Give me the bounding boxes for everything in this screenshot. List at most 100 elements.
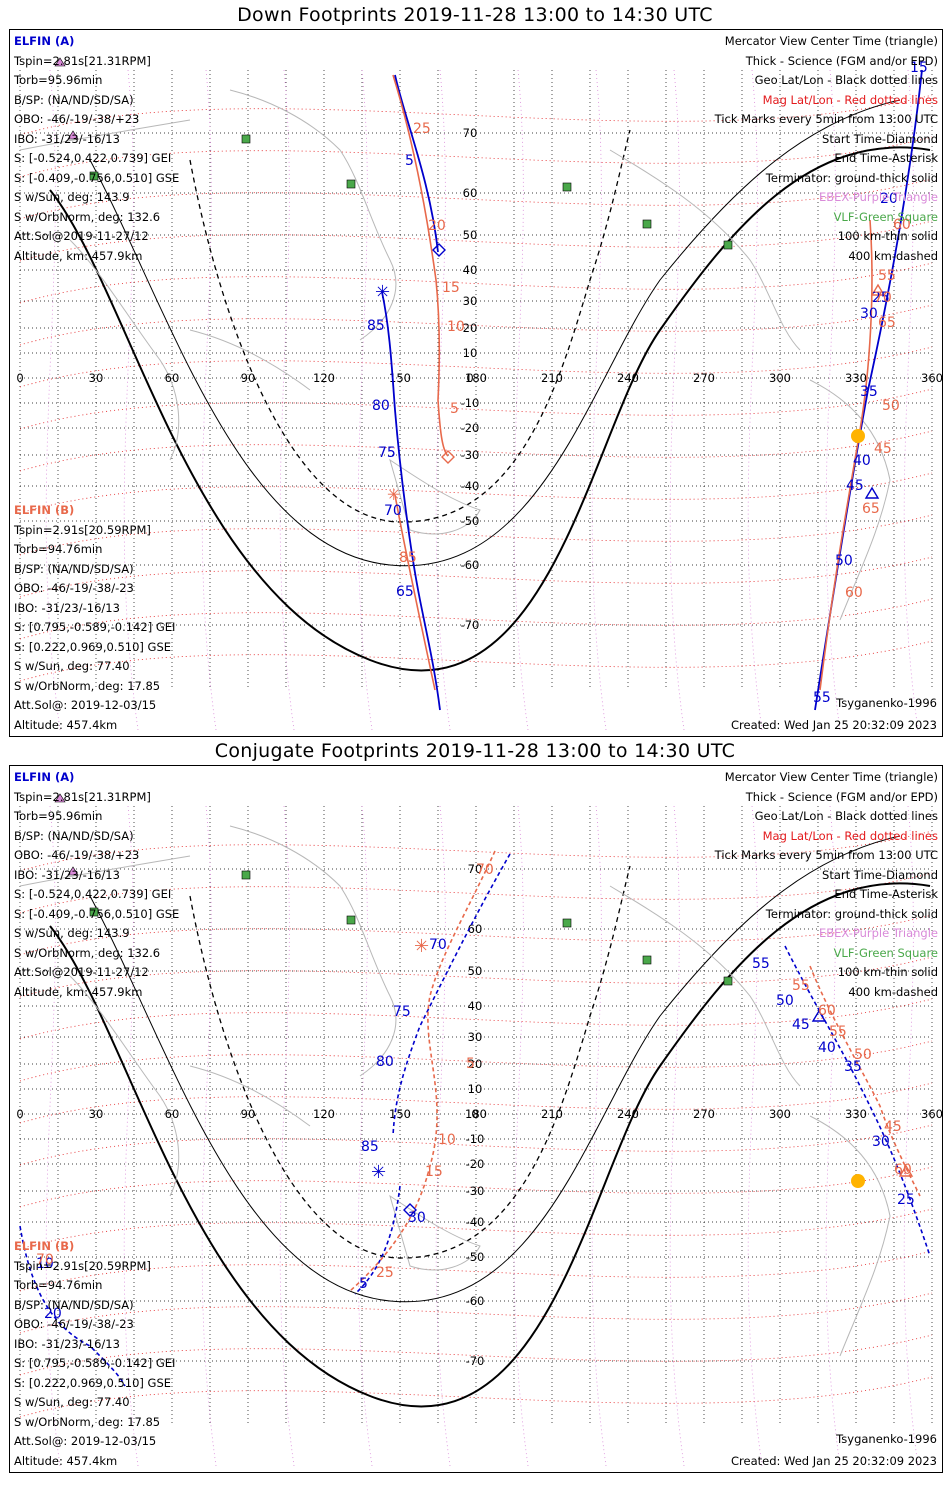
mag-latitude-line — [19, 1166, 933, 1208]
legend-100km: 100 km-thin solid — [837, 965, 938, 979]
created-label-conj: Created: Wed Jan 25 20:32:09 2023 — [730, 1454, 937, 1468]
mag-latitude-line — [19, 220, 933, 262]
panel-title-down: Down Footprints 2019-11-28 13:00 to 14:3… — [237, 4, 713, 26]
elfin-b-altitude: Altitude: 457.4km — [14, 1453, 118, 1468]
map-panel-conjugate: 0 30 60 90 120 150 180 210 240 270 300 330 360 70 60 50… — [9, 765, 943, 1473]
lat-tick-label: -40 — [466, 1215, 485, 1229]
legend-mag: Mag Lat/Lon - Red dotted lines — [762, 828, 938, 843]
elfin-b-gei: S: [0.795,-0.589,-0.142] GEI — [14, 1356, 176, 1370]
vlf-square-icon — [642, 219, 652, 229]
elfin-b-obo: OBO: -46/-19/-38/-23 — [14, 581, 134, 595]
elfin-b-sun: S w/Sun, deg: 77.40 — [14, 1395, 130, 1409]
elfin-b-track-down — [392, 74, 449, 691]
lat-tick-label: -10 — [466, 1132, 485, 1146]
elfin-b-gse: S: [0.222,0.969,0.510] GSE — [14, 1375, 172, 1390]
elfin-b-tick-label: 5 — [466, 1056, 475, 1072]
mag-longitude-line — [903, 69, 919, 731]
elfin-a-orbnorm: S w/OrbNorm, deg: 132.6 — [14, 945, 161, 960]
legend-down: Mercator View Center Time (triangle) Thi… — [715, 32, 938, 266]
center-triangle-icon — [870, 283, 886, 296]
lat-tick-label: -60 — [461, 558, 480, 572]
lat-tick-label: -70 — [461, 618, 480, 632]
legend-ebex: EBEX-Purple Triangle — [818, 190, 938, 204]
lat-tick-label: -20 — [466, 1157, 485, 1171]
legend-start: Start Time-Diamond — [822, 867, 938, 882]
mag-latitude-line — [19, 556, 933, 598]
terminator-400km-line — [189, 865, 631, 1259]
mag-longitude-line — [45, 69, 61, 731]
elfin-b-attsol: Att.Sol@: 2019-12-03/15 — [14, 1434, 157, 1448]
lat-tick-label: -40 — [461, 479, 480, 493]
elfin-b-info-conj: ELFIN (B) Tspin=2.91s[20.59RPM] Torb=94.… — [14, 1237, 175, 1471]
vlf-square-icon — [346, 915, 356, 925]
lon-tick-label: 90 — [241, 1107, 256, 1121]
terminator-line — [49, 882, 931, 1408]
elfin-b-track-conj — [349, 850, 496, 1292]
coastline — [69, 975, 180, 1197]
legend-ticks: Tick Marks every 5min from 13:00 UTC — [714, 848, 938, 862]
map-canvas-conjugate: 0 30 60 90 120 150 180 210 240 270 300 330 360706050… — [16, 793, 942, 1467]
mag-latitude-line — [19, 1208, 933, 1250]
mag-latitude-line — [19, 830, 933, 872]
elfin-b-torb: Torb=94.76min — [14, 542, 103, 556]
legend-ticks: Tick Marks every 5min from 13:00 UTC — [714, 112, 938, 126]
elfin-a-tick-label: 65 — [396, 584, 414, 600]
mag-latitude-line — [19, 1376, 933, 1418]
vlf-square-icon — [562, 182, 572, 192]
elfin-a-obo: OBO: -46/-19/-38/+23 — [14, 112, 140, 126]
mag-latitude-line — [19, 430, 933, 472]
legend-vlf: VLF-Green Square — [833, 209, 938, 224]
elfin-a-tick-label: 45 — [792, 1017, 810, 1033]
elfin-a-track-conj — [354, 853, 511, 1295]
elfin-b-tick-label: 85 — [399, 550, 417, 566]
legend-geo: Geo Lat/Lon - Black dotted lines — [754, 809, 938, 823]
mag-longitude-line — [45, 805, 61, 1467]
elfin-a-bsp: B/SP: (NA/ND/SD/SA) — [14, 828, 134, 843]
lat-tick-label: -50 — [466, 1250, 485, 1264]
mag-longitude-line — [279, 69, 295, 731]
coastline — [19, 855, 191, 887]
mag-latitude-line — [19, 262, 933, 304]
elfin-b-obo: OBO: -46/-19/-38/-23 — [14, 1317, 134, 1331]
end-asterisk-icon: ✳ — [387, 485, 400, 504]
mag-latitude-line — [19, 1124, 933, 1166]
elfin-b-tick-label: 15 — [425, 1164, 443, 1180]
elfin-a-altitude: Altitude, km: 457.9km — [14, 248, 143, 263]
lat-tick-label: 40 — [463, 263, 478, 277]
lon-tick-label: 60 — [165, 1107, 180, 1121]
mag-latitude-line — [19, 872, 933, 914]
vlf-square-icon — [89, 907, 99, 917]
lat-tick-label: 10 — [463, 346, 478, 360]
mag-latitude-line — [19, 1334, 933, 1376]
lat-tick-label: 40 — [468, 999, 483, 1013]
elfin-b-track-conj-east — [809, 965, 921, 1197]
lon-tick-label: 90 — [241, 371, 256, 385]
legend-100km: 100 km-thin solid — [837, 229, 938, 243]
lon-tick-label: 360 — [921, 371, 942, 385]
lon-tick-label: 180 — [465, 371, 487, 385]
lon-tick-label: 120 — [313, 1107, 335, 1121]
lon-tick-label: 330 — [845, 371, 867, 385]
legend-400km: 400 km-dashed — [848, 248, 938, 263]
elfin-b-altitude: Altitude: 457.4km — [14, 717, 118, 732]
lon-tick-label: 0 — [16, 371, 23, 385]
elfin-a-tick-label: 5 — [359, 1276, 368, 1292]
ebex-triangle-icon — [67, 866, 79, 876]
start-diamond-icon — [432, 243, 446, 257]
coastline — [19, 119, 191, 151]
lat-tick-label: 60 — [463, 186, 478, 200]
lat-tick-label: -20 — [461, 421, 480, 435]
elfin-a-header: ELFIN (A) — [14, 34, 75, 48]
lon-tick-label: 270 — [693, 1107, 715, 1121]
elfin-b-tick-label: 55 — [878, 268, 896, 284]
mag-latitude-line — [19, 178, 933, 220]
elfin-b-tick-label: 10 — [438, 1132, 456, 1148]
elfin-a-tick-label: 35 — [860, 384, 878, 400]
end-asterisk-icon: ✳ — [371, 1162, 386, 1183]
lat-tick-label: -50 — [461, 514, 480, 528]
lon-tick-label: 270 — [693, 371, 715, 385]
lat-tick-label: -30 — [466, 1184, 485, 1198]
elfin-a-tick-label: 30 — [872, 1134, 890, 1150]
coastline — [189, 329, 311, 391]
elfin-a-tspin: Tspin=2.81s[21.31RPM] — [14, 789, 151, 804]
